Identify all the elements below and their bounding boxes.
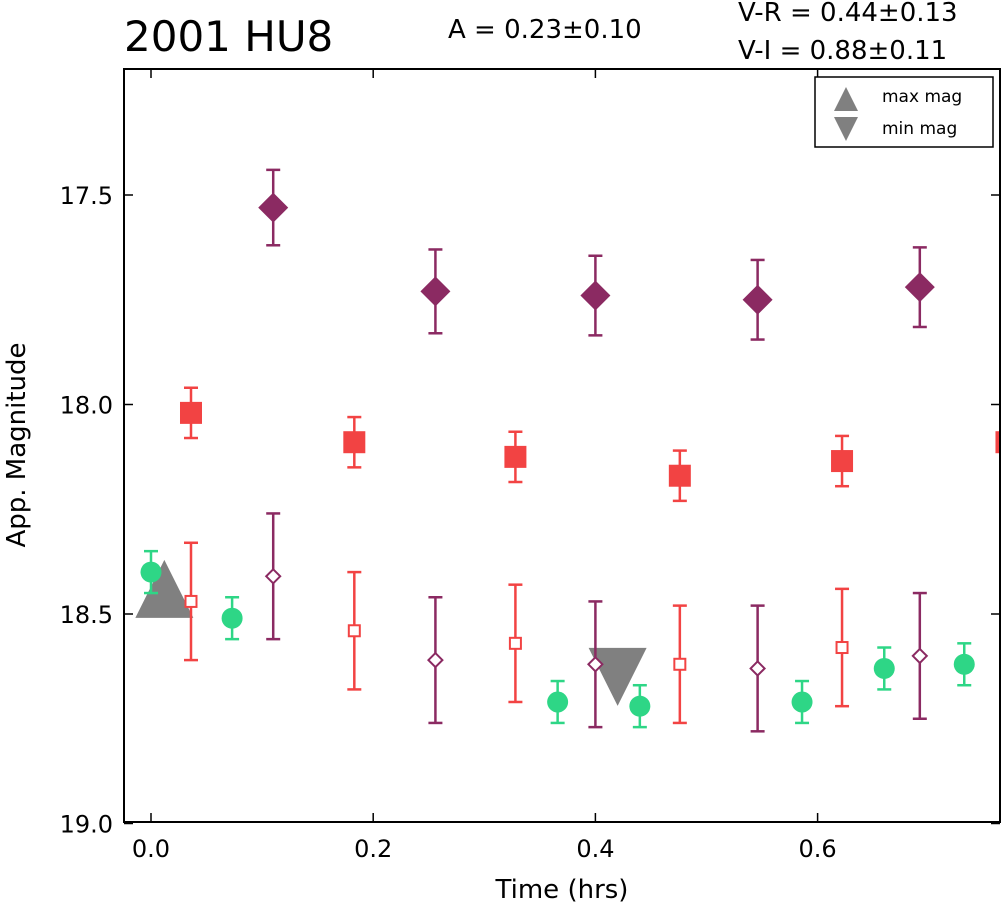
data-point-diamond-open: [586, 655, 604, 673]
amplitude-annotation: A = 0.23±0.10: [448, 15, 642, 45]
data-point-diamond: [258, 192, 289, 223]
data-point-square: [504, 445, 527, 468]
x-tick-label: 0.2: [354, 835, 392, 863]
chart-title: 2001 HU8: [124, 12, 334, 61]
data-point-square-open: [508, 636, 522, 650]
data-point-diamond: [904, 272, 935, 303]
data-point-square: [831, 450, 854, 473]
legend-max-mag-label: max mag: [882, 87, 962, 107]
data-point-circle: [873, 657, 895, 679]
data-point-circle: [953, 653, 975, 675]
data-point-diamond-open: [264, 567, 282, 585]
data-point-diamond-open: [749, 660, 767, 677]
legend: max mag min mag: [814, 76, 994, 148]
min-mag-marker: [588, 647, 647, 706]
x-tick-label: 0.4: [576, 835, 614, 863]
y-tick-label: 18.5: [60, 601, 113, 629]
data-point-circle: [791, 691, 813, 713]
data-point-diamond-open: [427, 651, 444, 669]
data-point-square: [179, 401, 202, 424]
data-point-circle: [221, 607, 243, 629]
v-i-color-annotation: V-I = 0.88±0.11: [738, 36, 948, 66]
data-point-square-open: [835, 641, 849, 655]
y-tick-label: 19.0: [60, 811, 113, 839]
x-tick-label: 0.6: [799, 835, 837, 863]
data-point-circle: [629, 695, 651, 717]
x-axis-label: Time (hrs): [495, 875, 629, 904]
data-point-diamond: [742, 284, 773, 315]
data-point-circle: [547, 691, 569, 713]
data-point-circle: [140, 561, 162, 583]
legend-max-mag-marker: [834, 87, 858, 111]
data-point-square: [995, 431, 1001, 454]
y-tick-label: 17.5: [60, 182, 113, 210]
y-tick-label: 18.0: [60, 392, 113, 420]
max-mag-marker: [135, 559, 194, 618]
legend-min-mag-label: min mag: [882, 119, 957, 139]
x-tick-label: 0.0: [132, 835, 170, 863]
data-point-square: [668, 464, 691, 487]
data-point-diamond: [580, 280, 611, 311]
v-r-color-annotation: V-R = 0.44±0.13: [738, 0, 958, 28]
data-point-square-open: [184, 594, 198, 608]
data-point-square-open: [673, 657, 687, 671]
plot-frame: [123, 68, 1001, 823]
data-point-square-open: [347, 624, 361, 638]
y-axis-label: App. Magnitude: [2, 342, 32, 547]
data-point-diamond: [420, 276, 451, 307]
data-point-diamond-open: [911, 647, 929, 665]
data-point-square: [343, 431, 366, 454]
legend-min-mag-marker: [834, 117, 858, 141]
